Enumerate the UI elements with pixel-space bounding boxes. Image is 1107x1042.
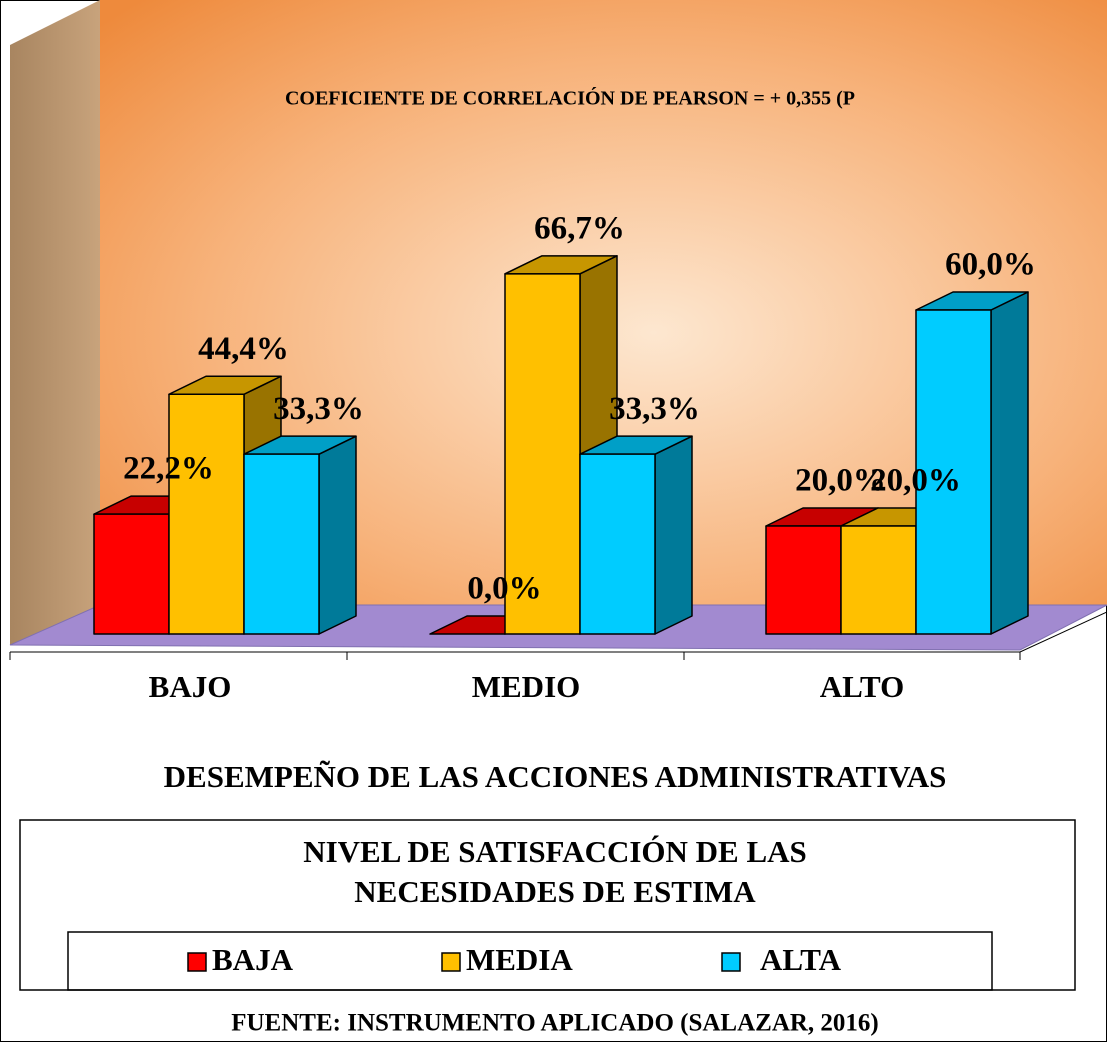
data-label: 33,3% bbox=[273, 391, 364, 427]
legend-swatch bbox=[721, 952, 741, 972]
data-label: 66,7% bbox=[534, 210, 625, 246]
data-label: 22,2% bbox=[123, 451, 214, 487]
bar-side bbox=[654, 435, 693, 635]
bar bbox=[93, 513, 170, 635]
bar bbox=[765, 525, 842, 635]
bar bbox=[168, 393, 245, 635]
bar bbox=[243, 453, 320, 635]
bar bbox=[840, 525, 917, 635]
data-label: 20,0% bbox=[795, 463, 886, 499]
legend-label: MEDIA bbox=[466, 942, 573, 977]
data-label: 33,3% bbox=[609, 391, 700, 427]
bar bbox=[915, 309, 992, 635]
data-label: 44,4% bbox=[198, 331, 289, 367]
legend-label: BAJA bbox=[212, 942, 294, 977]
data-label: 20,0% bbox=[870, 463, 961, 499]
annotation: COEFICIENTE DE CORRELACIÓN DE PEARSON = … bbox=[285, 86, 855, 110]
legend-label: ALTA bbox=[760, 942, 842, 977]
legend-swatch bbox=[187, 952, 207, 972]
x-tick-label: BAJO bbox=[149, 669, 232, 704]
legend-title: NIVEL DE SATISFACCIÓN DE LAS bbox=[303, 834, 807, 869]
bar-side bbox=[990, 291, 1029, 635]
bar bbox=[579, 453, 656, 635]
x-tick-label: MEDIO bbox=[472, 669, 581, 704]
bar-side bbox=[318, 435, 357, 635]
data-label: 0,0% bbox=[467, 571, 541, 607]
data-label: 60,0% bbox=[945, 247, 1036, 283]
legend-swatch bbox=[441, 952, 461, 972]
x-axis-depth bbox=[1019, 611, 1107, 653]
bar bbox=[504, 273, 581, 635]
x-axis-label: DESEMPEÑO DE LAS ACCIONES ADMINISTRATIVA… bbox=[164, 759, 947, 794]
side-wall bbox=[10, 0, 100, 645]
legend-inner-box bbox=[67, 931, 993, 991]
source: FUENTE: INSTRUMENTO APLICADO (SALAZAR, 2… bbox=[231, 1010, 879, 1037]
legend-title: NECESIDADES DE ESTIMA bbox=[354, 874, 756, 909]
x-tick-label: ALTO bbox=[820, 669, 904, 704]
